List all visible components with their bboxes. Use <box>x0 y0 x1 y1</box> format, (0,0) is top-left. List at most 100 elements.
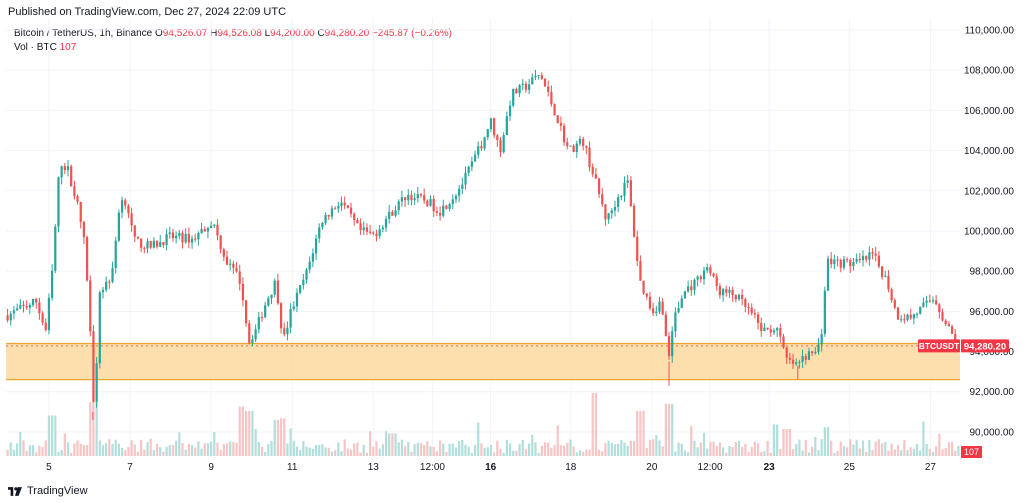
volume-bar <box>547 442 550 456</box>
volume-bars <box>6 388 960 456</box>
candle <box>168 226 171 239</box>
volume-bar <box>661 446 664 456</box>
candle <box>944 319 947 326</box>
candle <box>671 326 674 363</box>
volume-bar <box>264 452 267 456</box>
candle <box>159 234 162 248</box>
volume-bar <box>152 450 155 456</box>
candle <box>442 199 445 218</box>
volume-bar <box>702 432 706 456</box>
candle-body <box>950 326 954 334</box>
candle <box>597 177 601 199</box>
candle <box>903 313 906 324</box>
volume-bar <box>308 447 311 456</box>
candle <box>791 353 795 370</box>
candle-body <box>607 213 610 220</box>
volume-bar <box>461 439 464 456</box>
candle-body <box>524 83 528 90</box>
volume-bar <box>597 449 601 456</box>
candle <box>941 308 944 322</box>
candle <box>938 303 941 319</box>
candle-body <box>273 280 276 295</box>
volume-bar <box>165 446 168 456</box>
volume-bar <box>578 450 582 456</box>
candle-body <box>779 328 782 337</box>
candle-body <box>461 184 464 189</box>
volume-bar <box>823 427 826 456</box>
candle-body <box>896 307 900 320</box>
tradingview-logo[interactable]: TradingView <box>8 485 88 497</box>
candle-body <box>750 307 753 314</box>
candle-body <box>165 234 168 246</box>
time-axis[interactable]: 5 7 9 11 13 12:00 16 18 20 12:00 23 25 27 <box>46 462 936 473</box>
volume-bar <box>884 442 887 456</box>
candles <box>6 69 960 420</box>
candle <box>184 228 187 244</box>
candle <box>884 270 887 278</box>
candle <box>499 137 502 158</box>
candle <box>747 302 750 315</box>
volume-bar <box>235 442 238 456</box>
candle <box>321 221 324 230</box>
volume-tag-bg <box>961 446 982 458</box>
volume-bar <box>671 403 674 456</box>
candle <box>299 284 302 295</box>
candle-body <box>70 166 73 187</box>
candle <box>566 137 569 150</box>
y-tick-label: 98,000.00 <box>970 267 1015 278</box>
candle <box>318 223 321 243</box>
candle-body <box>143 247 146 249</box>
volume-bar <box>410 451 413 456</box>
volume-bar <box>442 443 445 456</box>
candle-body <box>887 275 890 290</box>
candle-body <box>547 86 550 92</box>
candle-body <box>709 267 712 274</box>
candle-body <box>826 258 830 291</box>
candle-body <box>343 202 346 206</box>
candle-body <box>893 300 896 308</box>
price-axis[interactable]: 110,000.00 108,000.00 106,000.00 104,000.00… <box>964 26 1014 439</box>
candle-body <box>63 166 66 171</box>
candle-body <box>868 252 871 260</box>
candle <box>397 199 400 215</box>
candle-body <box>270 294 273 299</box>
volume-bar <box>50 415 54 456</box>
volume-bar <box>820 439 823 456</box>
volume-bar <box>200 448 203 456</box>
candle-body <box>715 276 718 287</box>
volume-bar <box>197 441 200 456</box>
candle-body <box>553 104 556 116</box>
candle-body <box>820 334 823 345</box>
candle <box>448 202 451 212</box>
volume-bar <box>105 442 108 456</box>
candle-body <box>613 206 617 211</box>
candle-body <box>823 290 826 335</box>
candle <box>295 288 299 313</box>
volume-bar <box>791 449 795 456</box>
candle <box>41 311 44 326</box>
candle <box>257 311 260 334</box>
x-tick-label: 5 <box>46 462 52 473</box>
published-header: Published on TradingView.com, Dec 27, 20… <box>8 6 287 18</box>
candle <box>842 255 846 270</box>
volume-bar <box>686 452 690 456</box>
candle-body <box>931 300 935 302</box>
candle <box>515 87 518 94</box>
volume-bar <box>531 434 534 456</box>
candle <box>865 255 868 263</box>
candle-body <box>187 233 190 243</box>
candle <box>950 324 954 334</box>
volume-bar <box>741 447 744 456</box>
candle <box>483 136 486 151</box>
volume-bar <box>31 445 35 456</box>
candle <box>601 188 604 207</box>
candle-body <box>105 281 108 290</box>
candle <box>893 298 896 310</box>
candle-body <box>292 306 295 309</box>
candle-body <box>16 308 19 311</box>
volume-bar <box>639 411 642 456</box>
volume-bar <box>467 446 470 456</box>
candle <box>721 288 725 302</box>
candle <box>890 287 893 303</box>
